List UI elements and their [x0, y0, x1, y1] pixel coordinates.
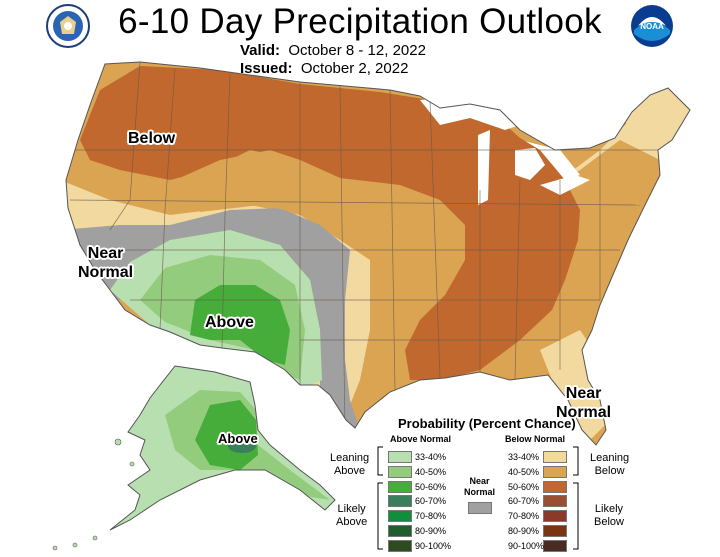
likely-below-label: Likely Below: [594, 503, 624, 529]
leaning-above-line2: Above: [333, 465, 366, 477]
legend-above-heading: Above Normal: [390, 434, 452, 444]
above-swatch: [388, 525, 412, 537]
likely-above-label: Likely Above: [336, 503, 367, 529]
near-normal-swatch: [468, 502, 492, 514]
near-normal-west-line1: Near: [87, 245, 124, 262]
leaning-above-label: Leaning Above: [330, 452, 369, 478]
above-swatch-label: 80-90%: [415, 526, 447, 536]
issued-label: Issued:: [240, 60, 293, 77]
likely-below-line1: Likely: [594, 503, 624, 515]
below-swatch-label: 40-50%: [508, 466, 540, 477]
above-swatch: [388, 495, 412, 508]
likely-above-bracket: [377, 482, 383, 550]
leaning-below-bracket: [573, 446, 579, 476]
near-normal-west-line2: Normal: [78, 264, 134, 281]
above-region-label: Above: [205, 314, 254, 331]
above-swatch-label: 90-100%: [415, 540, 452, 551]
near-normal-west-label: Near Normal: [78, 244, 133, 282]
below-swatch: [543, 525, 567, 537]
noaa-logo-icon: NOAA: [630, 4, 674, 48]
issued-line: Issued: October 2, 2022: [240, 60, 408, 77]
legend-title: Probability (Percent Chance): [398, 416, 576, 431]
likely-below-line2: Below: [594, 516, 624, 528]
above-swatch-label: 70-80%: [415, 511, 447, 522]
above-swatch-label: 50-60%: [415, 481, 447, 492]
below-swatch: [543, 539, 567, 552]
near-normal-legend-line1: Near: [469, 476, 490, 486]
above-swatch: [388, 451, 412, 463]
likely-below-bracket: [573, 482, 579, 550]
likely-above-line1: Likely: [337, 503, 366, 515]
likely-above-line2: Above: [336, 516, 368, 528]
below-swatch-label: 70-80%: [508, 511, 540, 522]
below-swatch: [543, 510, 567, 523]
leaning-below-line2: Below: [594, 465, 625, 477]
alaska-above-label: Above: [218, 431, 258, 446]
below-swatch: [543, 465, 567, 478]
valid-label: Valid:: [240, 42, 281, 59]
leaning-below-line1: Leaning: [590, 452, 630, 464]
near-normal-legend-label: Near Normal: [464, 476, 495, 498]
below-swatch-label: 33-40%: [508, 452, 540, 462]
near-normal-legend-line2: Normal: [464, 487, 496, 497]
above-swatch: [388, 480, 412, 493]
below-swatch-label: 80-90%: [508, 526, 540, 536]
below-swatch: [543, 495, 567, 508]
near-normal-florida-label: Near Normal: [556, 384, 611, 422]
above-swatch-label: 40-50%: [415, 466, 447, 477]
leaning-above-bracket: [377, 446, 383, 476]
leaning-above-line1: Leaning: [330, 452, 370, 464]
below-swatch-label: 50-60%: [508, 481, 540, 492]
svg-text:NOAA: NOAA: [640, 22, 664, 31]
near-normal-fl-line1: Near: [565, 385, 602, 402]
leaning-below-label: Leaning Below: [590, 452, 629, 478]
below-swatch-label: 90-100%: [508, 540, 545, 551]
above-swatch: [388, 510, 412, 523]
above-swatch-label: 60-70%: [415, 496, 447, 507]
below-region-label: Below: [128, 130, 176, 147]
above-swatch-label: 33-40%: [415, 452, 447, 462]
valid-line: Valid: October 8 - 12, 2022: [240, 42, 426, 59]
legend-below-heading: Below Normal: [505, 434, 566, 444]
issued-value: October 2, 2022: [300, 60, 409, 77]
above-swatch: [388, 539, 412, 552]
page-title: 6-10 Day Precipitation Outlook: [118, 2, 602, 41]
doc-seal-icon: [46, 4, 90, 48]
near-normal-fl-line2: Normal: [556, 404, 612, 421]
above-swatch: [388, 465, 412, 478]
below-swatch: [543, 451, 567, 463]
valid-value: October 8 - 12, 2022: [288, 42, 426, 59]
below-swatch: [543, 480, 567, 493]
below-swatch-label: 60-70%: [508, 496, 540, 507]
